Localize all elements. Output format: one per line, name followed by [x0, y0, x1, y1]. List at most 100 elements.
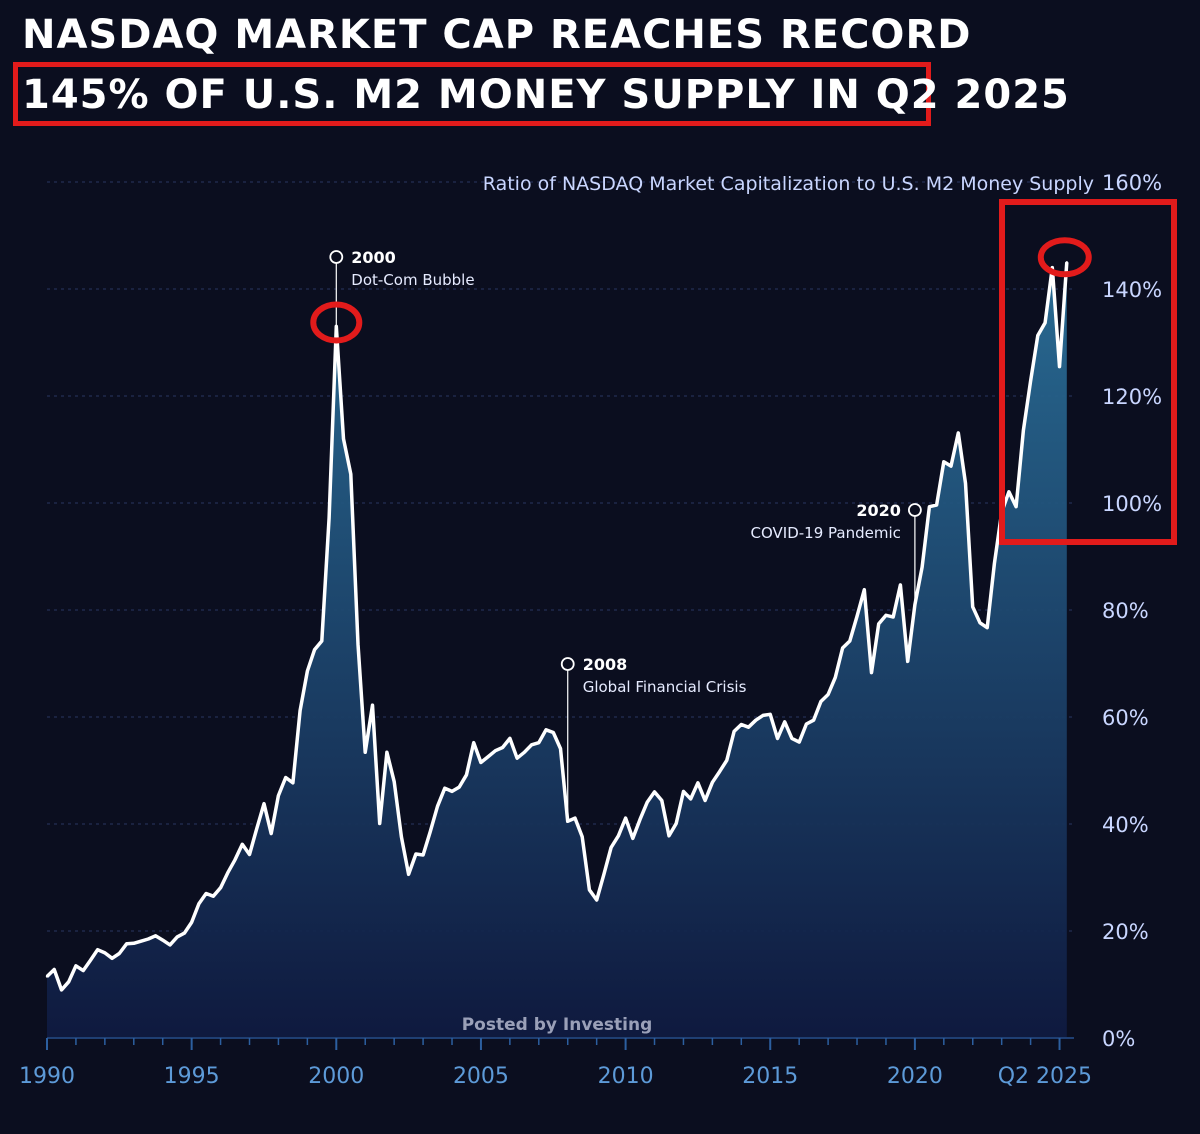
data-point	[436, 805, 439, 808]
data-point	[82, 969, 85, 972]
data-point	[378, 822, 381, 825]
data-point	[96, 948, 99, 951]
data-point	[884, 614, 888, 617]
data-point	[899, 583, 902, 587]
data-point	[877, 622, 880, 626]
chart-subtitle: Ratio of NASDAQ Market Capitalization to…	[483, 173, 1094, 195]
data-point	[935, 503, 938, 507]
annotations: 2000 Dot-Com Bubble 2008 Global Financial C…	[329, 248, 922, 822]
data-point	[971, 605, 974, 608]
data-point	[732, 730, 736, 733]
data-point	[487, 755, 490, 758]
data-point	[920, 566, 924, 569]
data-point	[190, 921, 193, 924]
data-point	[1065, 261, 1069, 264]
data-point	[848, 639, 851, 643]
data-point	[270, 832, 273, 835]
data-point	[226, 871, 229, 874]
data-point	[790, 737, 794, 740]
data-point	[197, 902, 201, 905]
data-point	[783, 720, 786, 723]
data-point	[306, 669, 309, 673]
data-point	[653, 790, 656, 794]
data-point	[957, 431, 960, 435]
x-tick-label: Q2 2025	[998, 1064, 1092, 1089]
data-point	[769, 713, 772, 716]
data-point	[472, 741, 475, 744]
data-point	[233, 858, 237, 861]
data-point	[147, 937, 150, 941]
data-point	[559, 747, 562, 750]
data-point	[421, 853, 425, 857]
data-point	[711, 781, 714, 784]
data-point	[1058, 365, 1061, 368]
data-point	[754, 719, 757, 722]
data-point	[675, 822, 678, 825]
data-point	[993, 562, 996, 565]
data-point	[407, 873, 410, 876]
data-point	[458, 785, 461, 789]
data-point	[45, 975, 49, 978]
data-point	[552, 731, 555, 734]
data-point	[1007, 490, 1011, 493]
data-point	[284, 776, 287, 779]
data-point	[241, 843, 244, 846]
x-tick-label: 2000	[308, 1064, 364, 1089]
x-tick-label: 2015	[742, 1064, 798, 1089]
data-point	[725, 759, 728, 762]
data-point	[812, 719, 815, 722]
x-tick-label: 2010	[598, 1064, 654, 1089]
data-point	[118, 952, 121, 955]
y-tick-label: 0%	[1102, 1027, 1135, 1051]
x-tick-label: 1995	[164, 1064, 220, 1089]
data-point	[834, 676, 837, 679]
data-point	[364, 751, 367, 754]
data-point	[356, 643, 360, 646]
data-point	[349, 472, 352, 476]
data-point	[761, 714, 765, 717]
annotation-label: Dot-Com Bubble	[351, 271, 474, 289]
data-point	[544, 728, 548, 731]
data-point	[219, 886, 222, 889]
data-point	[892, 615, 895, 619]
data-point	[667, 834, 671, 837]
data-point	[515, 757, 519, 760]
y-tick-label: 40%	[1102, 813, 1149, 837]
data-point	[624, 816, 627, 820]
data-point	[928, 505, 931, 508]
data-point	[978, 621, 982, 624]
data-point	[385, 751, 389, 754]
data-point	[682, 790, 685, 793]
record-highlight-box	[999, 199, 1177, 545]
data-point	[400, 835, 403, 838]
data-point	[327, 516, 331, 520]
annotation-marker	[560, 657, 575, 671]
data-point	[581, 835, 584, 838]
x-axis	[46, 1037, 1074, 1050]
data-point	[595, 898, 598, 902]
data-point	[494, 749, 497, 752]
headline-highlight-box	[13, 62, 931, 126]
data-point	[573, 816, 577, 820]
data-point	[393, 780, 396, 783]
annotation-marker	[907, 503, 922, 517]
data-point	[646, 800, 649, 804]
annotation-label: COVID-19 Pandemic	[751, 524, 901, 542]
data-point	[523, 751, 526, 754]
data-point	[906, 660, 909, 663]
data-point	[986, 626, 989, 629]
data-point	[443, 787, 446, 790]
data-point	[617, 834, 620, 837]
data-point	[870, 671, 873, 674]
data-point	[588, 888, 591, 891]
data-point	[74, 964, 78, 967]
data-point	[176, 935, 179, 939]
data-point	[718, 770, 721, 773]
y-tick-label: 60%	[1102, 706, 1149, 730]
data-point	[125, 942, 128, 945]
data-point	[703, 799, 707, 802]
data-point	[638, 818, 642, 821]
data-point	[183, 931, 186, 935]
data-point	[110, 957, 114, 960]
data-point	[747, 726, 750, 729]
